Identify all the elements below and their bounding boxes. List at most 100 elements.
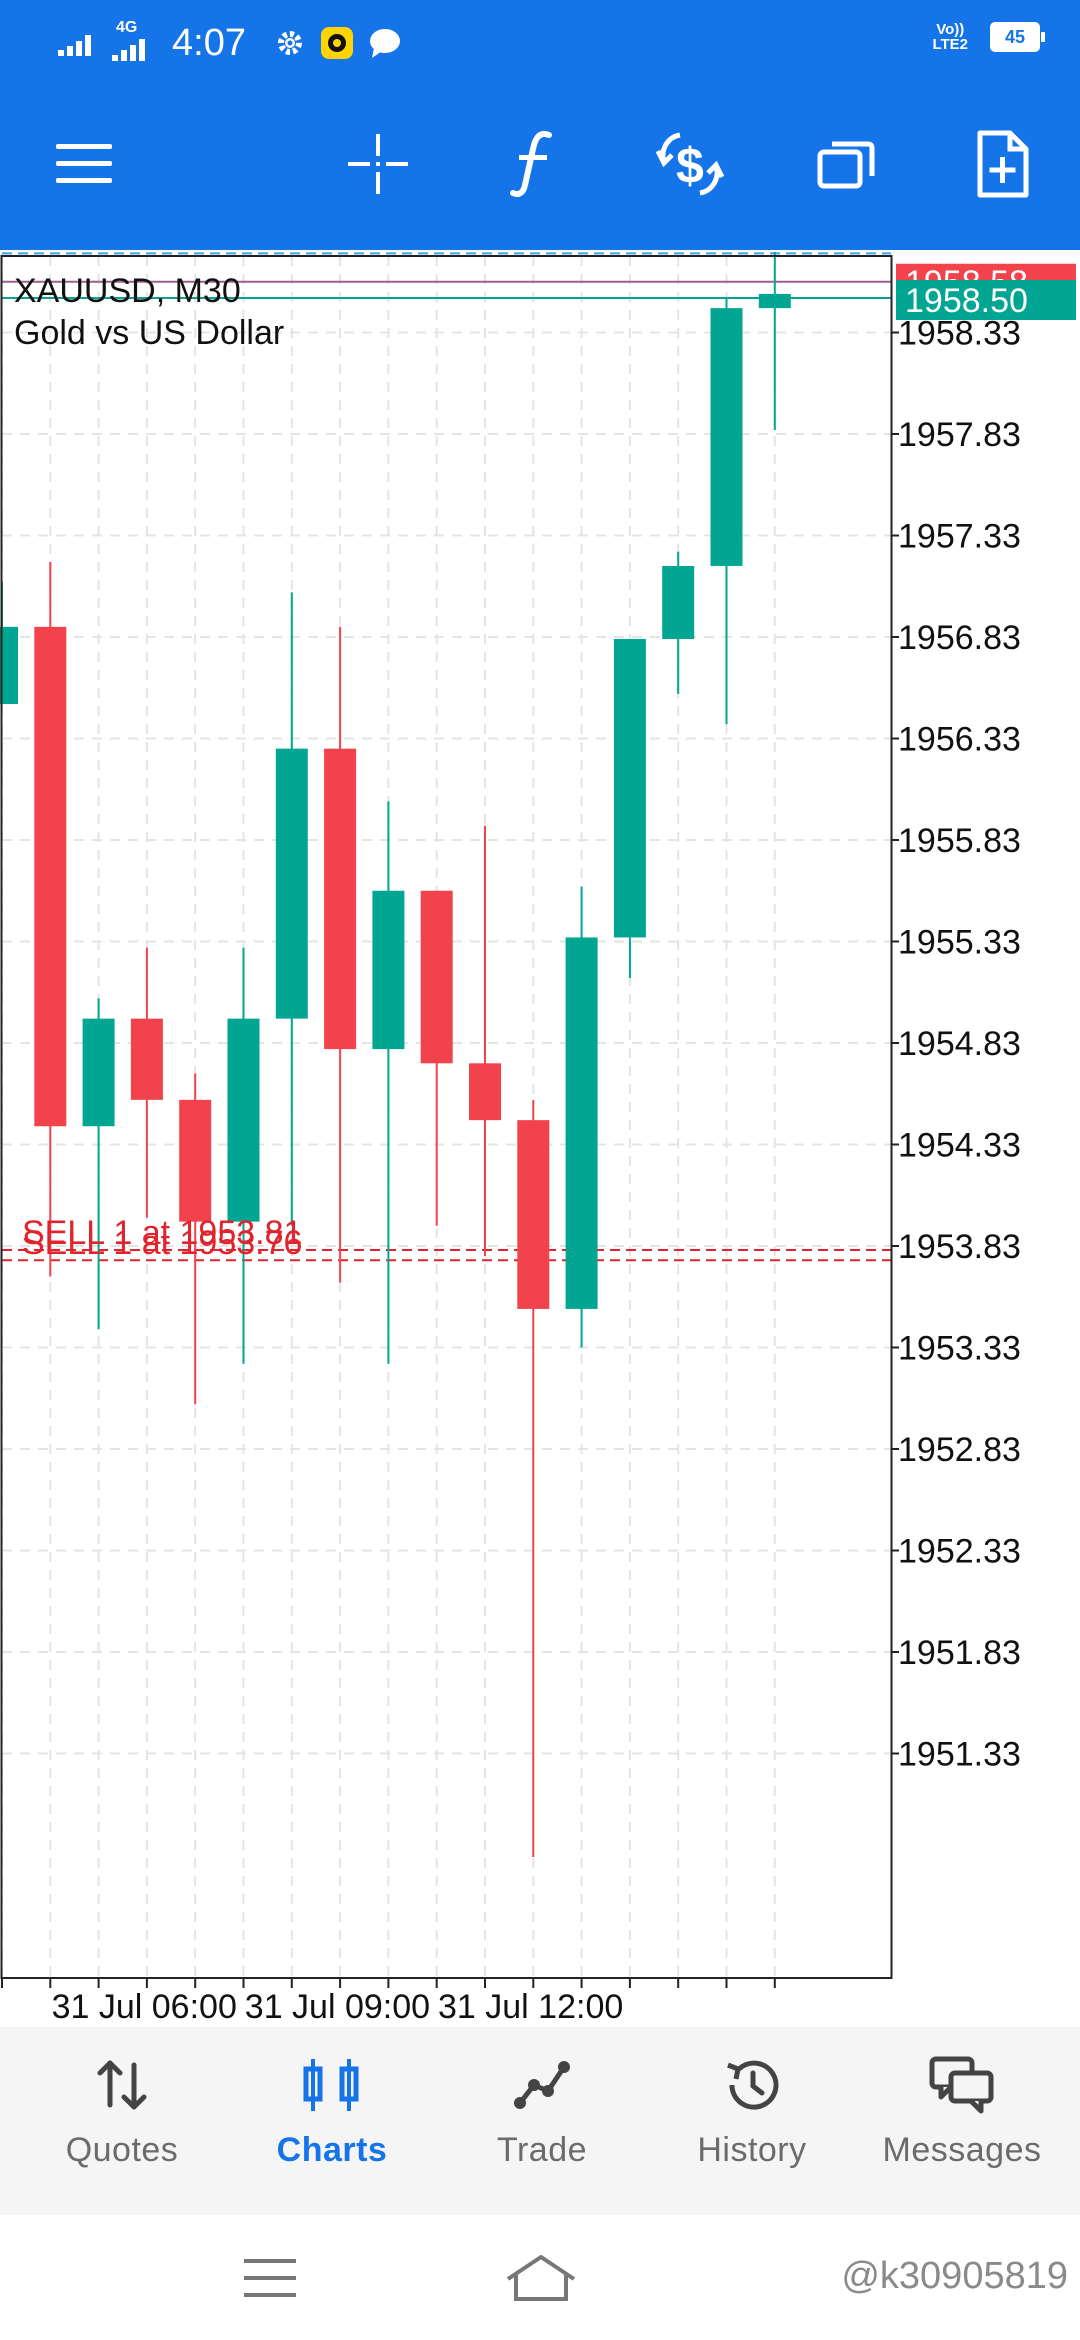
nav-messages[interactable]: Messages — [857, 2055, 1067, 2205]
time-tick-label: 31 Jul 12:00 — [438, 1988, 623, 2026]
candle-body — [565, 937, 598, 1309]
network-label: 4G — [116, 19, 138, 36]
recents-menu-icon — [244, 2259, 296, 2297]
history-clock-icon — [727, 2060, 779, 2110]
nav-trade[interactable]: Trade — [437, 2055, 647, 2205]
indicators-button[interactable] — [494, 124, 574, 204]
candlestick-chart[interactable]: 1958.831958.331957.831957.331956.831956.… — [0, 252, 1080, 2027]
new-order-button[interactable] — [962, 124, 1042, 204]
battery-level: 45 — [1004, 26, 1026, 47]
menu-button[interactable] — [44, 124, 124, 204]
chart-toolbar: $ — [0, 84, 1080, 250]
candle-body — [469, 1063, 501, 1121]
price-tick-label: 1954.83 — [898, 1025, 1021, 1063]
nav-trade-label: Trade — [496, 2131, 588, 2169]
trade-dollar-button[interactable]: $ — [650, 124, 730, 204]
candle-body — [179, 1099, 212, 1222]
candle-body — [0, 626, 18, 704]
candle-body — [130, 1018, 163, 1100]
chart-frame — [0, 255, 893, 1979]
dollar-exchange-icon: $ — [655, 132, 725, 196]
settings-gear-icon — [277, 31, 302, 55]
price-tick-label: 1953.83 — [898, 1228, 1021, 1266]
candle-body — [372, 890, 405, 1050]
price-tick-label: 1952.33 — [898, 1533, 1021, 1571]
candle-body — [275, 748, 308, 1019]
candle-body — [613, 639, 646, 938]
nav-messages-label: Messages — [882, 2131, 1042, 2169]
nav-charts-label: Charts — [276, 2131, 388, 2169]
charts-candles-icon — [303, 2059, 359, 2111]
candle-body — [517, 1120, 550, 1309]
candle-body — [758, 293, 791, 309]
windows-button[interactable] — [806, 124, 886, 204]
signal-2-icon — [112, 39, 145, 61]
quotes-arrows-icon — [97, 2060, 147, 2110]
app-notification-icon — [320, 27, 353, 59]
candle-body — [82, 1018, 115, 1127]
recents-button[interactable] — [236, 2253, 306, 2303]
status-bar: 4G 4:07 Vo)) LTE2 — [0, 0, 1080, 84]
status-left: 4G 4:07 — [58, 18, 402, 68]
volte-line1: Vo)) — [936, 21, 965, 38]
candle-body — [34, 626, 67, 1127]
time-tick-label: 31 Jul 06:00 — [52, 1988, 237, 2026]
network-indicator: 4G — [112, 19, 158, 63]
candle-body — [420, 890, 453, 1064]
clock-time: 4:07 — [172, 21, 246, 64]
function-icon — [510, 131, 552, 197]
nav-history-label: History — [697, 2131, 807, 2169]
price-tick-label: 1952.83 — [898, 1431, 1021, 1469]
windows-icon — [817, 141, 875, 189]
candle-body — [324, 748, 357, 1050]
price-tick-label: 1954.33 — [898, 1127, 1021, 1165]
price-tick-label: 1955.83 — [898, 822, 1021, 860]
volte-line2: LTE2 — [932, 36, 968, 53]
sell-order-label: SELL 1 at 1953.81 — [22, 1214, 302, 1252]
bid-price-tag — [896, 279, 1076, 320]
svg-text:$: $ — [676, 138, 704, 194]
price-tick-label: 1958.33 — [898, 315, 1021, 353]
home-icon — [506, 2255, 576, 2301]
bid-price-text: 1958.50 — [905, 282, 1028, 320]
trade-line-icon — [514, 2061, 570, 2109]
candles-layer — [0, 252, 791, 1858]
nav-quotes-label: Quotes — [65, 2131, 179, 2169]
crosshair-icon — [348, 134, 408, 194]
order-lines-layer — [2, 252, 891, 1262]
grid-layer — [1, 256, 899, 1988]
status-right: Vo)) LTE2 45 — [932, 22, 1045, 52]
price-tick-label: 1956.83 — [898, 619, 1021, 657]
crosshair-button[interactable] — [338, 124, 418, 204]
candle-body — [227, 1018, 260, 1222]
chat-notification-icon — [369, 29, 400, 58]
price-tick-label: 1957.83 — [898, 416, 1021, 454]
nav-quotes[interactable]: Quotes — [17, 2055, 227, 2205]
price-tick-label: 1955.33 — [898, 924, 1021, 962]
price-tick-label: 1957.33 — [898, 518, 1021, 556]
chart-area[interactable]: 1958.831958.331957.831957.331956.831956.… — [0, 252, 1080, 2027]
menu-icon — [56, 144, 112, 183]
candle-body — [710, 308, 743, 566]
watermark-text: @k30905819 — [841, 2255, 1068, 2297]
nav-history[interactable]: History — [647, 2055, 857, 2205]
symbol-description: Gold vs US Dollar — [14, 314, 285, 352]
system-navigation-bar: @k30905819 — [0, 2215, 1080, 2340]
signal-icon — [58, 35, 91, 56]
nav-charts[interactable]: Charts — [227, 2055, 437, 2205]
watermark: @k30905819 — [841, 2255, 1068, 2298]
home-button[interactable] — [504, 2253, 576, 2303]
candle-body — [662, 565, 695, 640]
buy-order-label: BUY 1 at 1958.72 — [22, 252, 290, 255]
price-tick-label: 1956.33 — [898, 721, 1021, 759]
price-tick-label: 1951.83 — [898, 1634, 1021, 1672]
volte-indicator: Vo)) LTE2 — [932, 22, 968, 52]
price-tick-label: 1951.33 — [898, 1736, 1021, 1774]
labels-layer: 1958.831958.331957.831957.331956.831956.… — [22, 252, 1076, 2026]
battery-icon: 45 — [990, 22, 1045, 52]
symbol-timeframe: XAUUSD, M30 — [14, 272, 241, 310]
chart-symbol-info: XAUUSD, M30 Gold vs US Dollar — [14, 270, 284, 354]
bottom-navigation: Quotes Charts Trade History — [0, 2027, 1080, 2215]
messages-bubbles-icon — [929, 2056, 994, 2114]
price-tick-label: 1953.33 — [898, 1330, 1021, 1368]
